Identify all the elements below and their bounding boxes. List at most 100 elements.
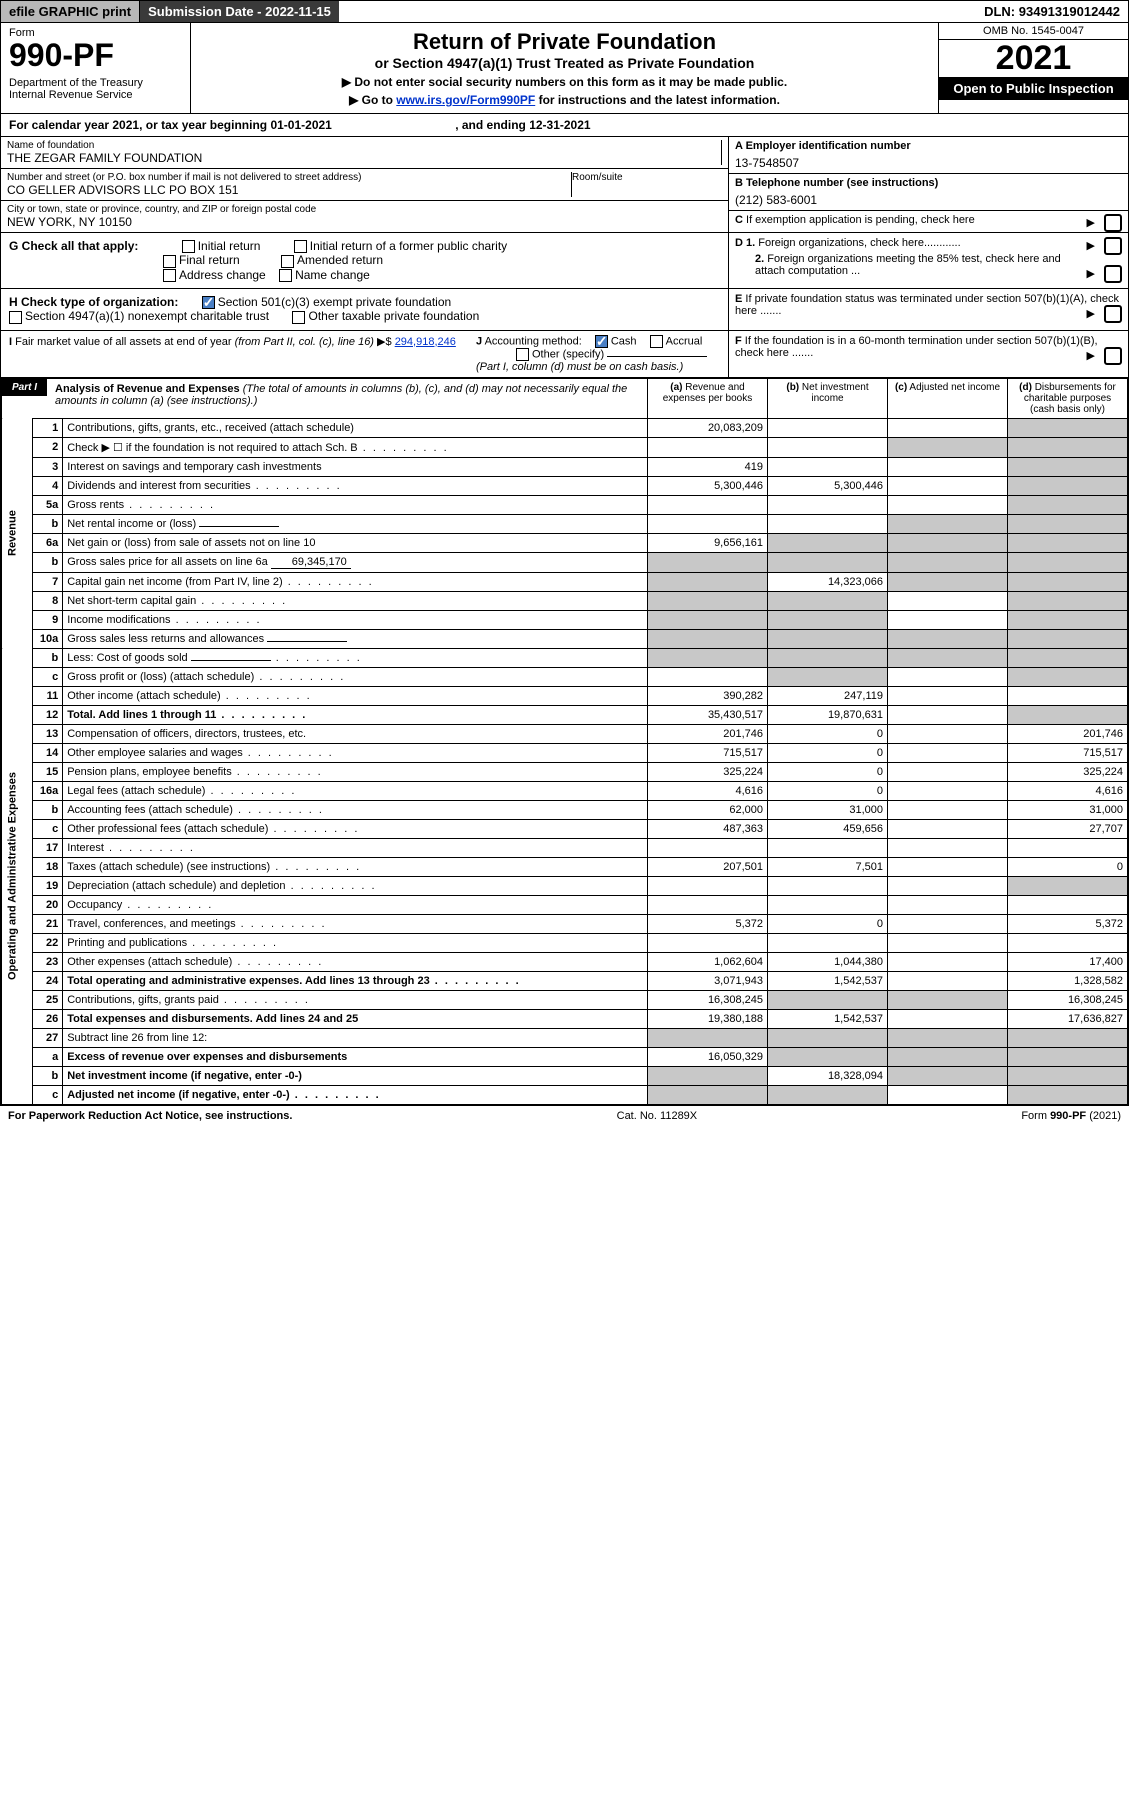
col-d-val: 1,328,582 (1008, 971, 1128, 990)
col-d-val (1008, 610, 1128, 629)
h-row: H Check type of organization: Section 50… (0, 289, 1129, 331)
j-cash-checkbox[interactable] (595, 335, 608, 348)
col-b-val: 1,044,380 (768, 952, 888, 971)
col-a-val: 715,517 (648, 743, 768, 762)
info-left: Name of foundation THE ZEGAR FAMILY FOUN… (1, 137, 728, 232)
row-desc: Interest on savings and temporary cash i… (63, 457, 648, 476)
fmv-link[interactable]: 294,918,246 (395, 336, 456, 348)
row-number: 5a (33, 495, 63, 514)
city-cell: City or town, state or province, country… (1, 201, 728, 232)
row-desc: Check ▶ ☐ if the foundation is not requi… (63, 437, 648, 457)
row-number: 2 (33, 437, 63, 457)
j-accrual-checkbox[interactable] (650, 335, 663, 348)
col-d-val (1008, 629, 1128, 648)
col-c-val (888, 476, 1008, 495)
row-desc: Gross sales price for all assets on line… (63, 552, 648, 572)
g-address-checkbox[interactable] (163, 269, 176, 282)
d1-checkbox[interactable] (1104, 237, 1122, 255)
col-c-val (888, 437, 1008, 457)
row-number: 22 (33, 933, 63, 952)
h-left: H Check type of organization: Section 50… (1, 289, 728, 330)
table-row: 15 Pension plans, employee benefits 325,… (2, 762, 1128, 781)
table-row: 27 Subtract line 26 from line 12: (2, 1028, 1128, 1047)
ij-row: I Fair market value of all assets at end… (0, 331, 1129, 378)
col-d-val: 4,616 (1008, 781, 1128, 800)
f-cell: F If the foundation is in a 60-month ter… (728, 331, 1128, 377)
col-c-val (888, 857, 1008, 876)
row-desc: Net investment income (if negative, ente… (63, 1066, 648, 1085)
h-other-checkbox[interactable] (292, 311, 305, 324)
instructions-link[interactable]: www.irs.gov/Form990PF (396, 93, 535, 107)
col-a-val: 325,224 (648, 762, 768, 781)
table-row: 9 Income modifications (2, 610, 1128, 629)
col-b-val (768, 591, 888, 610)
col-a-val (648, 572, 768, 591)
col-b-val (768, 457, 888, 476)
col-d-val (1008, 476, 1128, 495)
row-number: 26 (33, 1009, 63, 1028)
g-row: G Check all that apply: Initial return I… (0, 233, 1129, 289)
table-row: b Net investment income (if negative, en… (2, 1066, 1128, 1085)
col-c-val (888, 591, 1008, 610)
col-a-val: 390,282 (648, 686, 768, 705)
footer-mid: Cat. No. 11289X (617, 1110, 698, 1122)
row-desc: Income modifications (63, 610, 648, 629)
col-c-val (888, 952, 1008, 971)
col-b-val: 7,501 (768, 857, 888, 876)
c-cell: C If exemption application is pending, c… (729, 211, 1128, 229)
row-number: 8 (33, 591, 63, 610)
col-a-val (648, 495, 768, 514)
col-a-val (648, 667, 768, 686)
table-row: 3 Interest on savings and temporary cash… (2, 457, 1128, 476)
col-a-val: 201,746 (648, 724, 768, 743)
row-number: b (33, 514, 63, 533)
c-checkbox[interactable] (1104, 214, 1122, 232)
col-d-val: 17,636,827 (1008, 1009, 1128, 1028)
col-c-val (888, 990, 1008, 1009)
g-name-checkbox[interactable] (279, 269, 292, 282)
col-a-val (648, 610, 768, 629)
j-other-checkbox[interactable] (516, 348, 529, 361)
col-c-val (888, 514, 1008, 533)
table-row: 4 Dividends and interest from securities… (2, 476, 1128, 495)
row-number: 21 (33, 914, 63, 933)
d2-checkbox[interactable] (1104, 265, 1122, 283)
col-a-val (648, 1028, 768, 1047)
col-b-val: 0 (768, 762, 888, 781)
instr-1: ▶ Do not enter social security numbers o… (201, 75, 928, 89)
col-b-val: 0 (768, 743, 888, 762)
d-cell: D 1. Foreign organizations, check here..… (728, 233, 1128, 288)
col-b-val (768, 648, 888, 667)
col-a-val: 16,050,329 (648, 1047, 768, 1066)
row-desc: Excess of revenue over expenses and disb… (63, 1047, 648, 1066)
col-b-val: 5,300,446 (768, 476, 888, 495)
f-checkbox[interactable] (1104, 347, 1122, 365)
g-initial-checkbox[interactable] (182, 240, 195, 253)
row-number: 9 (33, 610, 63, 629)
col-c-val (888, 724, 1008, 743)
g-amended-checkbox[interactable] (281, 255, 294, 268)
table-row: Revenue 1 Contributions, gifts, grants, … (2, 418, 1128, 437)
table-row: 6a Net gain or (loss) from sale of asset… (2, 533, 1128, 552)
col-c-val (888, 895, 1008, 914)
g-initial-former-checkbox[interactable] (294, 240, 307, 253)
h-4947-checkbox[interactable] (9, 311, 22, 324)
row-number: 24 (33, 971, 63, 990)
g-final-checkbox[interactable] (163, 255, 176, 268)
col-d-header: (d) Disbursements for charitable purpose… (1008, 378, 1128, 418)
col-b-val (768, 1085, 888, 1104)
e-checkbox[interactable] (1104, 305, 1122, 323)
foundation-name-cell: Name of foundation THE ZEGAR FAMILY FOUN… (7, 140, 722, 165)
col-d-val: 31,000 (1008, 800, 1128, 819)
h-501c3-checkbox[interactable] (202, 296, 215, 309)
table-row: a Excess of revenue over expenses and di… (2, 1047, 1128, 1066)
omb-number: OMB No. 1545-0047 (939, 23, 1128, 40)
col-c-val (888, 667, 1008, 686)
efile-label[interactable]: efile GRAPHIC print (1, 1, 140, 22)
col-d-val (1008, 1047, 1128, 1066)
row-desc: Adjusted net income (if negative, enter … (63, 1085, 648, 1104)
row-desc: Legal fees (attach schedule) (63, 781, 648, 800)
col-c-val (888, 552, 1008, 572)
row-desc: Net rental income or (loss) (63, 514, 648, 533)
col-b-val (768, 895, 888, 914)
